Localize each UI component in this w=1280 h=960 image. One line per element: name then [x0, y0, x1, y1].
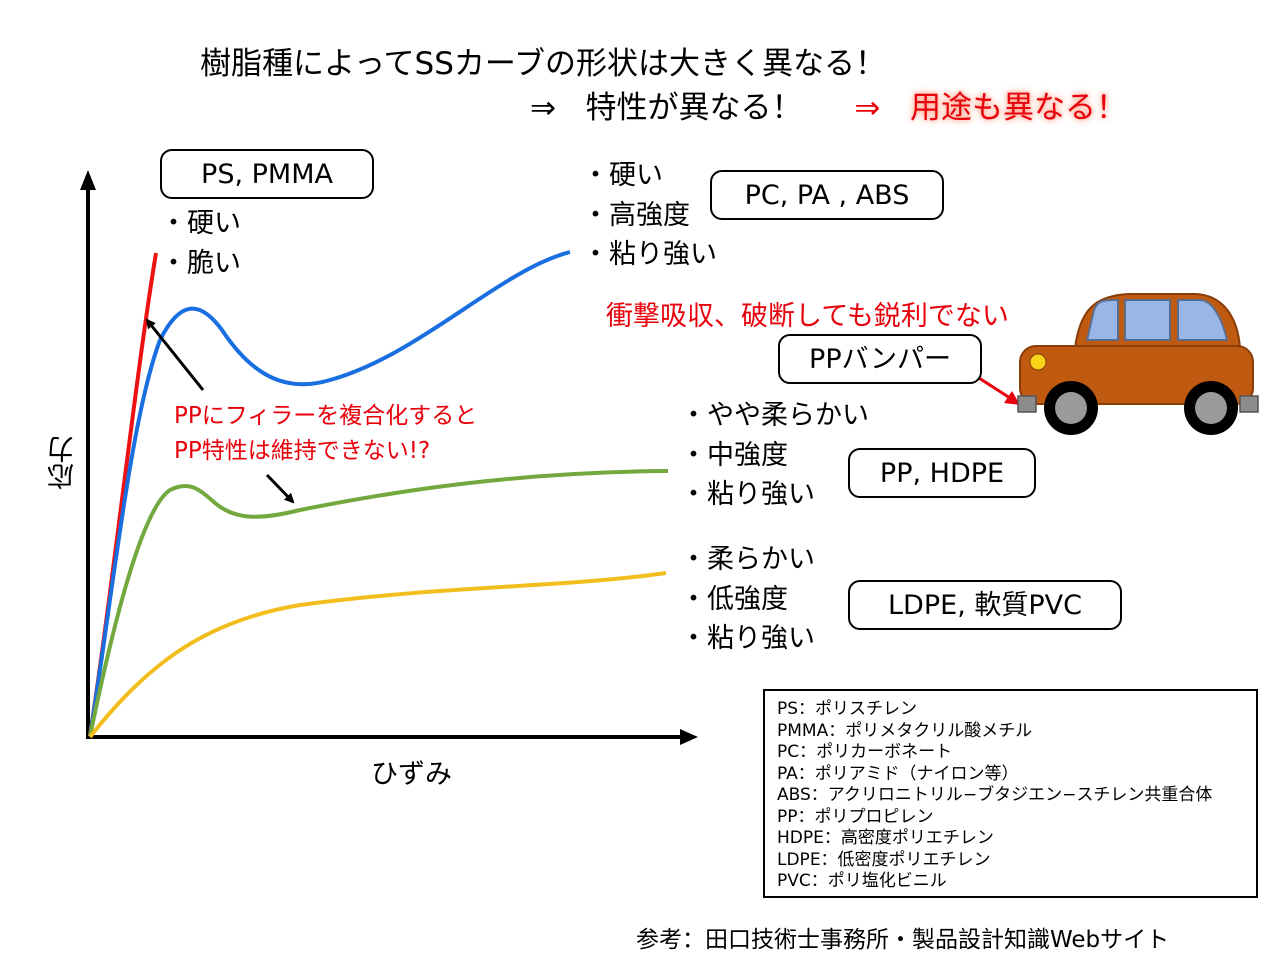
- label-pp-bumper: PPバンパー: [778, 334, 982, 384]
- prop-item: ・高強度: [582, 199, 690, 231]
- prop-item: ・脆い: [160, 247, 241, 279]
- implies-arrow-2: ⇒: [854, 90, 881, 126]
- filler-arrow-down: [265, 473, 295, 504]
- props-ps-pmma: ・硬い ・脆い: [160, 204, 241, 283]
- legend-item: PC：ポリカーボネート: [777, 742, 953, 762]
- main-title: 樹脂種によってSSカーブの形状は大きく異なる！: [200, 46, 887, 82]
- label-ldpe-pvc: LDPE, 軟質PVC: [848, 580, 1122, 630]
- legend-item: PA：ポリアミド（ナイロン等）: [777, 763, 1019, 784]
- properties-differ-text: 特性が異なる！: [585, 90, 803, 126]
- prop-item: ・粘り強い: [582, 239, 717, 270]
- bumper-pointer-arrowhead: [1004, 391, 1020, 405]
- y-axis-arrowhead: [80, 170, 96, 190]
- curve-pp-hdpe: [88, 469, 669, 737]
- prop-item: ・低強度: [680, 583, 788, 615]
- prop-item: ・中強度: [680, 439, 788, 471]
- prop-item: ・柔らかい: [680, 544, 815, 575]
- filler-note-line-1: PPにフィラーを複合化すると: [174, 403, 478, 429]
- bumper-pointer-arrow: [978, 376, 1011, 400]
- label-ps-pmma: PS, PMMA: [160, 149, 374, 199]
- prop-item: ・硬い: [160, 208, 241, 239]
- subtitle-line: ⇒ 特性が異なる！ ⇒ 用途も異なる！: [530, 82, 1127, 127]
- legend-item: PVC：ポリ塩化ビニル: [777, 871, 947, 891]
- y-axis-label: 応力: [48, 436, 79, 490]
- x-axis-arrowhead: [680, 729, 698, 745]
- legend-item: HDPE：高密度ポリエチレン: [777, 828, 994, 848]
- curve-pc-pa-abs: [88, 250, 571, 737]
- filler-arrow-up: [145, 318, 205, 391]
- prop-item: ・やや柔らかい: [680, 400, 869, 431]
- legend-item: LDPE：低密度ポリエチレン: [777, 849, 991, 870]
- props-ldpe-pvc: ・柔らかい ・低強度 ・粘り強い: [680, 540, 815, 659]
- label-pc-pa-abs: PC, PA , ABS: [710, 170, 944, 220]
- legend-item: PS：ポリスチレン: [777, 699, 918, 719]
- label-pp-hdpe: PP, HDPE: [848, 448, 1036, 498]
- legend-item: PMMA：ポリメタクリル酸メチル: [777, 720, 1033, 741]
- props-pp-hdpe: ・やや柔らかい ・中強度 ・粘り強い: [680, 396, 869, 515]
- prop-item: ・硬い: [582, 160, 663, 191]
- impact-absorption-text: 衝撃吸収、破断しても鋭利でない: [606, 301, 1009, 332]
- legend-item: ABS：アクリロニトリル−ブタジエン−スチレン共重合体: [777, 785, 1213, 805]
- implies-arrow-1: ⇒: [530, 90, 556, 126]
- uses-differ-text: 用途も異なる！: [909, 90, 1127, 126]
- prop-item: ・粘り強い: [680, 479, 815, 510]
- x-axis-label: ひずみ: [371, 759, 452, 790]
- prop-item: ・粘り強い: [680, 623, 815, 654]
- filler-note: PPにフィラーを複合化すると PP特性は維持できない!?: [174, 399, 477, 469]
- filler-note-line-2: PP特性は維持できない!?: [174, 438, 431, 464]
- abbreviation-legend: PS：ポリスチレン PMMA：ポリメタクリル酸メチル PC：ポリカーボネート P…: [763, 689, 1258, 898]
- props-pc-pa-abs: ・硬い ・高強度 ・粘り強い: [582, 156, 717, 275]
- source-credit: 参考：田口技術士事務所・製品設計知識Webサイト: [636, 927, 1170, 953]
- legend-item: PP：ポリプロピレン: [777, 806, 934, 827]
- car-icon: [1017, 293, 1259, 435]
- curve-ldpe-pvc: [88, 571, 667, 739]
